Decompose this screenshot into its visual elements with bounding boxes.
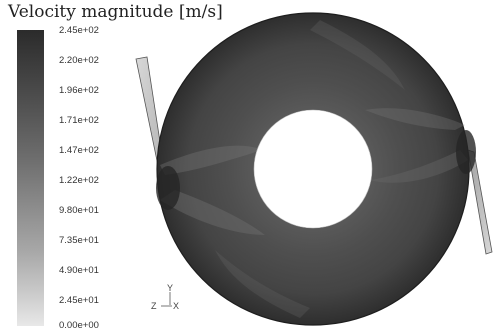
- legend-title: Velocity magnitude [m/s]: [8, 2, 223, 22]
- colorbar-tick-label: 2.45e+01: [59, 295, 99, 306]
- swirl-band: [310, 20, 405, 90]
- colorbar-tick-label: 1.71e+02: [59, 115, 99, 126]
- axis-x-label: X: [173, 301, 180, 311]
- colorbar-tick-label: 1.96e+02: [59, 85, 99, 96]
- high-velocity-zone: [456, 130, 476, 174]
- axis-y-label: Y: [167, 283, 174, 293]
- swirl-band: [365, 108, 465, 130]
- colorbar-tick-label: 9.80e+01: [59, 205, 99, 216]
- colorbar-tick-label: 2.45e+02: [59, 25, 99, 36]
- colorbar-tick-label: 4.90e+01: [59, 265, 99, 276]
- colorbar-tick-label: 1.47e+02: [59, 145, 99, 156]
- axis-z-label: Z: [151, 301, 157, 311]
- swirl-band: [160, 145, 262, 175]
- swirl-band: [215, 250, 310, 318]
- colorbar-tick-label: 7.35e+01: [59, 235, 99, 246]
- inner-hole: [253, 109, 373, 229]
- colorbar-tick-label: 0.00e+00: [59, 320, 99, 331]
- swirl-band: [370, 150, 468, 183]
- high-velocity-zone: [156, 166, 180, 210]
- colorbar-tick-label: 2.20e+02: [59, 55, 99, 66]
- colorbar-tick-label: 1.22e+02: [59, 175, 99, 186]
- swirl-band: [160, 190, 265, 235]
- colorbar: [17, 30, 44, 326]
